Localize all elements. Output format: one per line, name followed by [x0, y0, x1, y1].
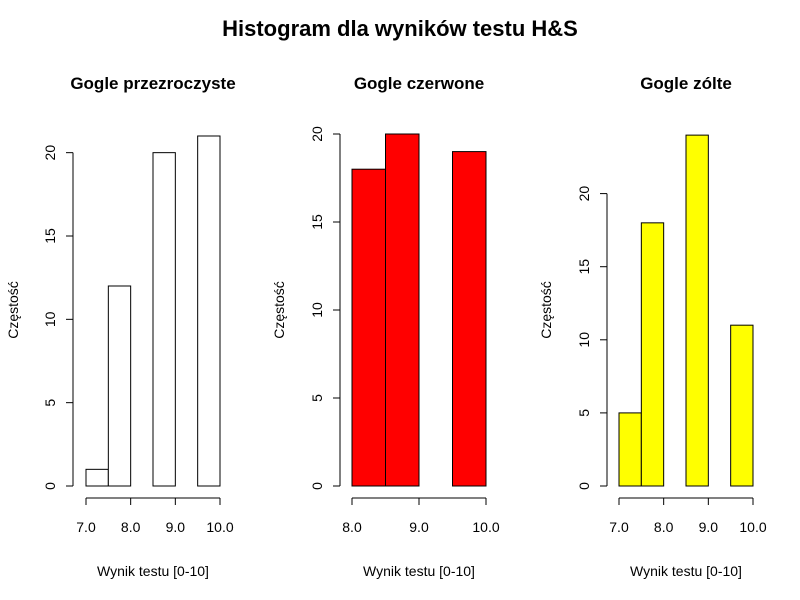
- histogram-bar: [618, 412, 642, 487]
- panel-title: Gogle czerwone: [354, 74, 484, 93]
- y-tick-label: 15: [42, 228, 58, 244]
- x-tick-label: 7.0: [76, 519, 96, 535]
- histogram-bar: [452, 151, 487, 487]
- y-tick-label: 10: [309, 302, 325, 318]
- x-axis-label: Wynik testu [0-10]: [363, 563, 475, 579]
- x-tick-label: 7.0: [609, 519, 629, 535]
- x-tick-label: 9.0: [166, 519, 186, 535]
- y-tick-label: 20: [309, 126, 325, 142]
- panel-title: Gogle zólte: [640, 74, 732, 93]
- y-tick-label: 10: [576, 332, 592, 348]
- x-axis-label: Wynik testu [0-10]: [97, 563, 209, 579]
- main-title: Histogram dla wyników testu H&S: [222, 16, 578, 41]
- x-axis-label: Wynik testu [0-10]: [630, 563, 742, 579]
- histogram-panel: Gogle przezroczyste 0 5 10 15 20 7.0 8.0 9.0 10.0…: [5, 74, 236, 579]
- x-tick-label: 8.0: [342, 519, 362, 535]
- x-tick-label: 10.0: [739, 519, 766, 535]
- y-tick-label: 0: [576, 482, 592, 490]
- y-tick-label: 10: [42, 311, 58, 327]
- x-tick-label: 8.0: [121, 519, 141, 535]
- y-axis-label: Częstość: [538, 281, 554, 339]
- histogram-bar: [730, 324, 754, 487]
- y-tick-label: 5: [576, 409, 592, 417]
- histogram-bar: [152, 152, 176, 487]
- y-axis-label: Częstość: [271, 281, 287, 339]
- y-tick-label: 20: [42, 145, 58, 161]
- histogram-bar: [685, 134, 709, 487]
- y-tick-label: 5: [42, 399, 58, 407]
- histogram-bar: [385, 133, 420, 487]
- histogram-bar: [640, 222, 665, 487]
- histogram-panel: Gogle zólte 0 5 10 15 20 7.0 8.0 9.0 10.0 Wynik te…: [538, 74, 767, 579]
- x-tick-label: 9.0: [699, 519, 719, 535]
- histogram-panel: Gogle czerwone 0 5 10 15 20 8.0 9.0 10.0 Wynik te…: [271, 74, 500, 579]
- panel-title: Gogle przezroczyste: [70, 74, 235, 93]
- y-tick-label: 20: [576, 186, 592, 202]
- histogram-bar: [351, 168, 386, 487]
- histogram-bar: [197, 135, 221, 487]
- y-axis-label: Częstość: [5, 281, 21, 339]
- y-tick-label: 15: [309, 214, 325, 230]
- y-tick-label: 0: [309, 482, 325, 490]
- y-tick-label: 5: [309, 394, 325, 402]
- x-tick-label: 10.0: [206, 519, 233, 535]
- x-tick-label: 8.0: [654, 519, 674, 535]
- x-tick-label: 9.0: [409, 519, 429, 535]
- histogram-bar: [85, 468, 109, 487]
- y-tick-label: 15: [576, 259, 592, 275]
- x-tick-label: 10.0: [472, 519, 499, 535]
- y-tick-label: 0: [42, 482, 58, 490]
- histogram-bar: [107, 285, 132, 487]
